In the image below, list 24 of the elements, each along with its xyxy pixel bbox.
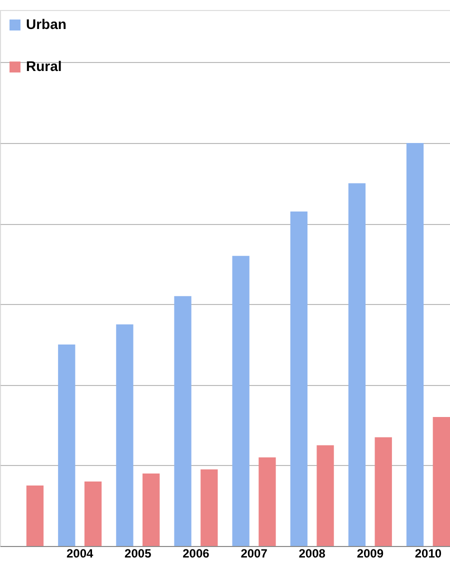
legend-label: Urban <box>26 16 66 32</box>
x-tick-label: 2004 <box>66 546 94 560</box>
bar <box>58 344 76 546</box>
bar <box>316 445 334 546</box>
bar <box>142 473 160 546</box>
bar <box>406 142 424 546</box>
bar <box>290 212 308 546</box>
bar <box>432 417 450 546</box>
x-tick-label: 2005 <box>124 546 152 560</box>
x-tick-label: 2008 <box>298 546 326 560</box>
x-tick-label: 2007 <box>240 546 268 560</box>
bar <box>116 324 134 546</box>
bar <box>26 486 44 546</box>
x-tick-label: 2009 <box>356 546 384 560</box>
bar <box>200 469 218 546</box>
bar <box>374 437 392 546</box>
legend-label: Rural <box>26 58 62 74</box>
bar <box>258 457 276 546</box>
bar <box>174 296 192 546</box>
bar <box>348 183 366 546</box>
x-tick-label: 2010 <box>414 546 442 560</box>
x-tick-label: 2006 <box>182 546 210 560</box>
bar <box>232 256 250 546</box>
bar <box>84 482 102 546</box>
